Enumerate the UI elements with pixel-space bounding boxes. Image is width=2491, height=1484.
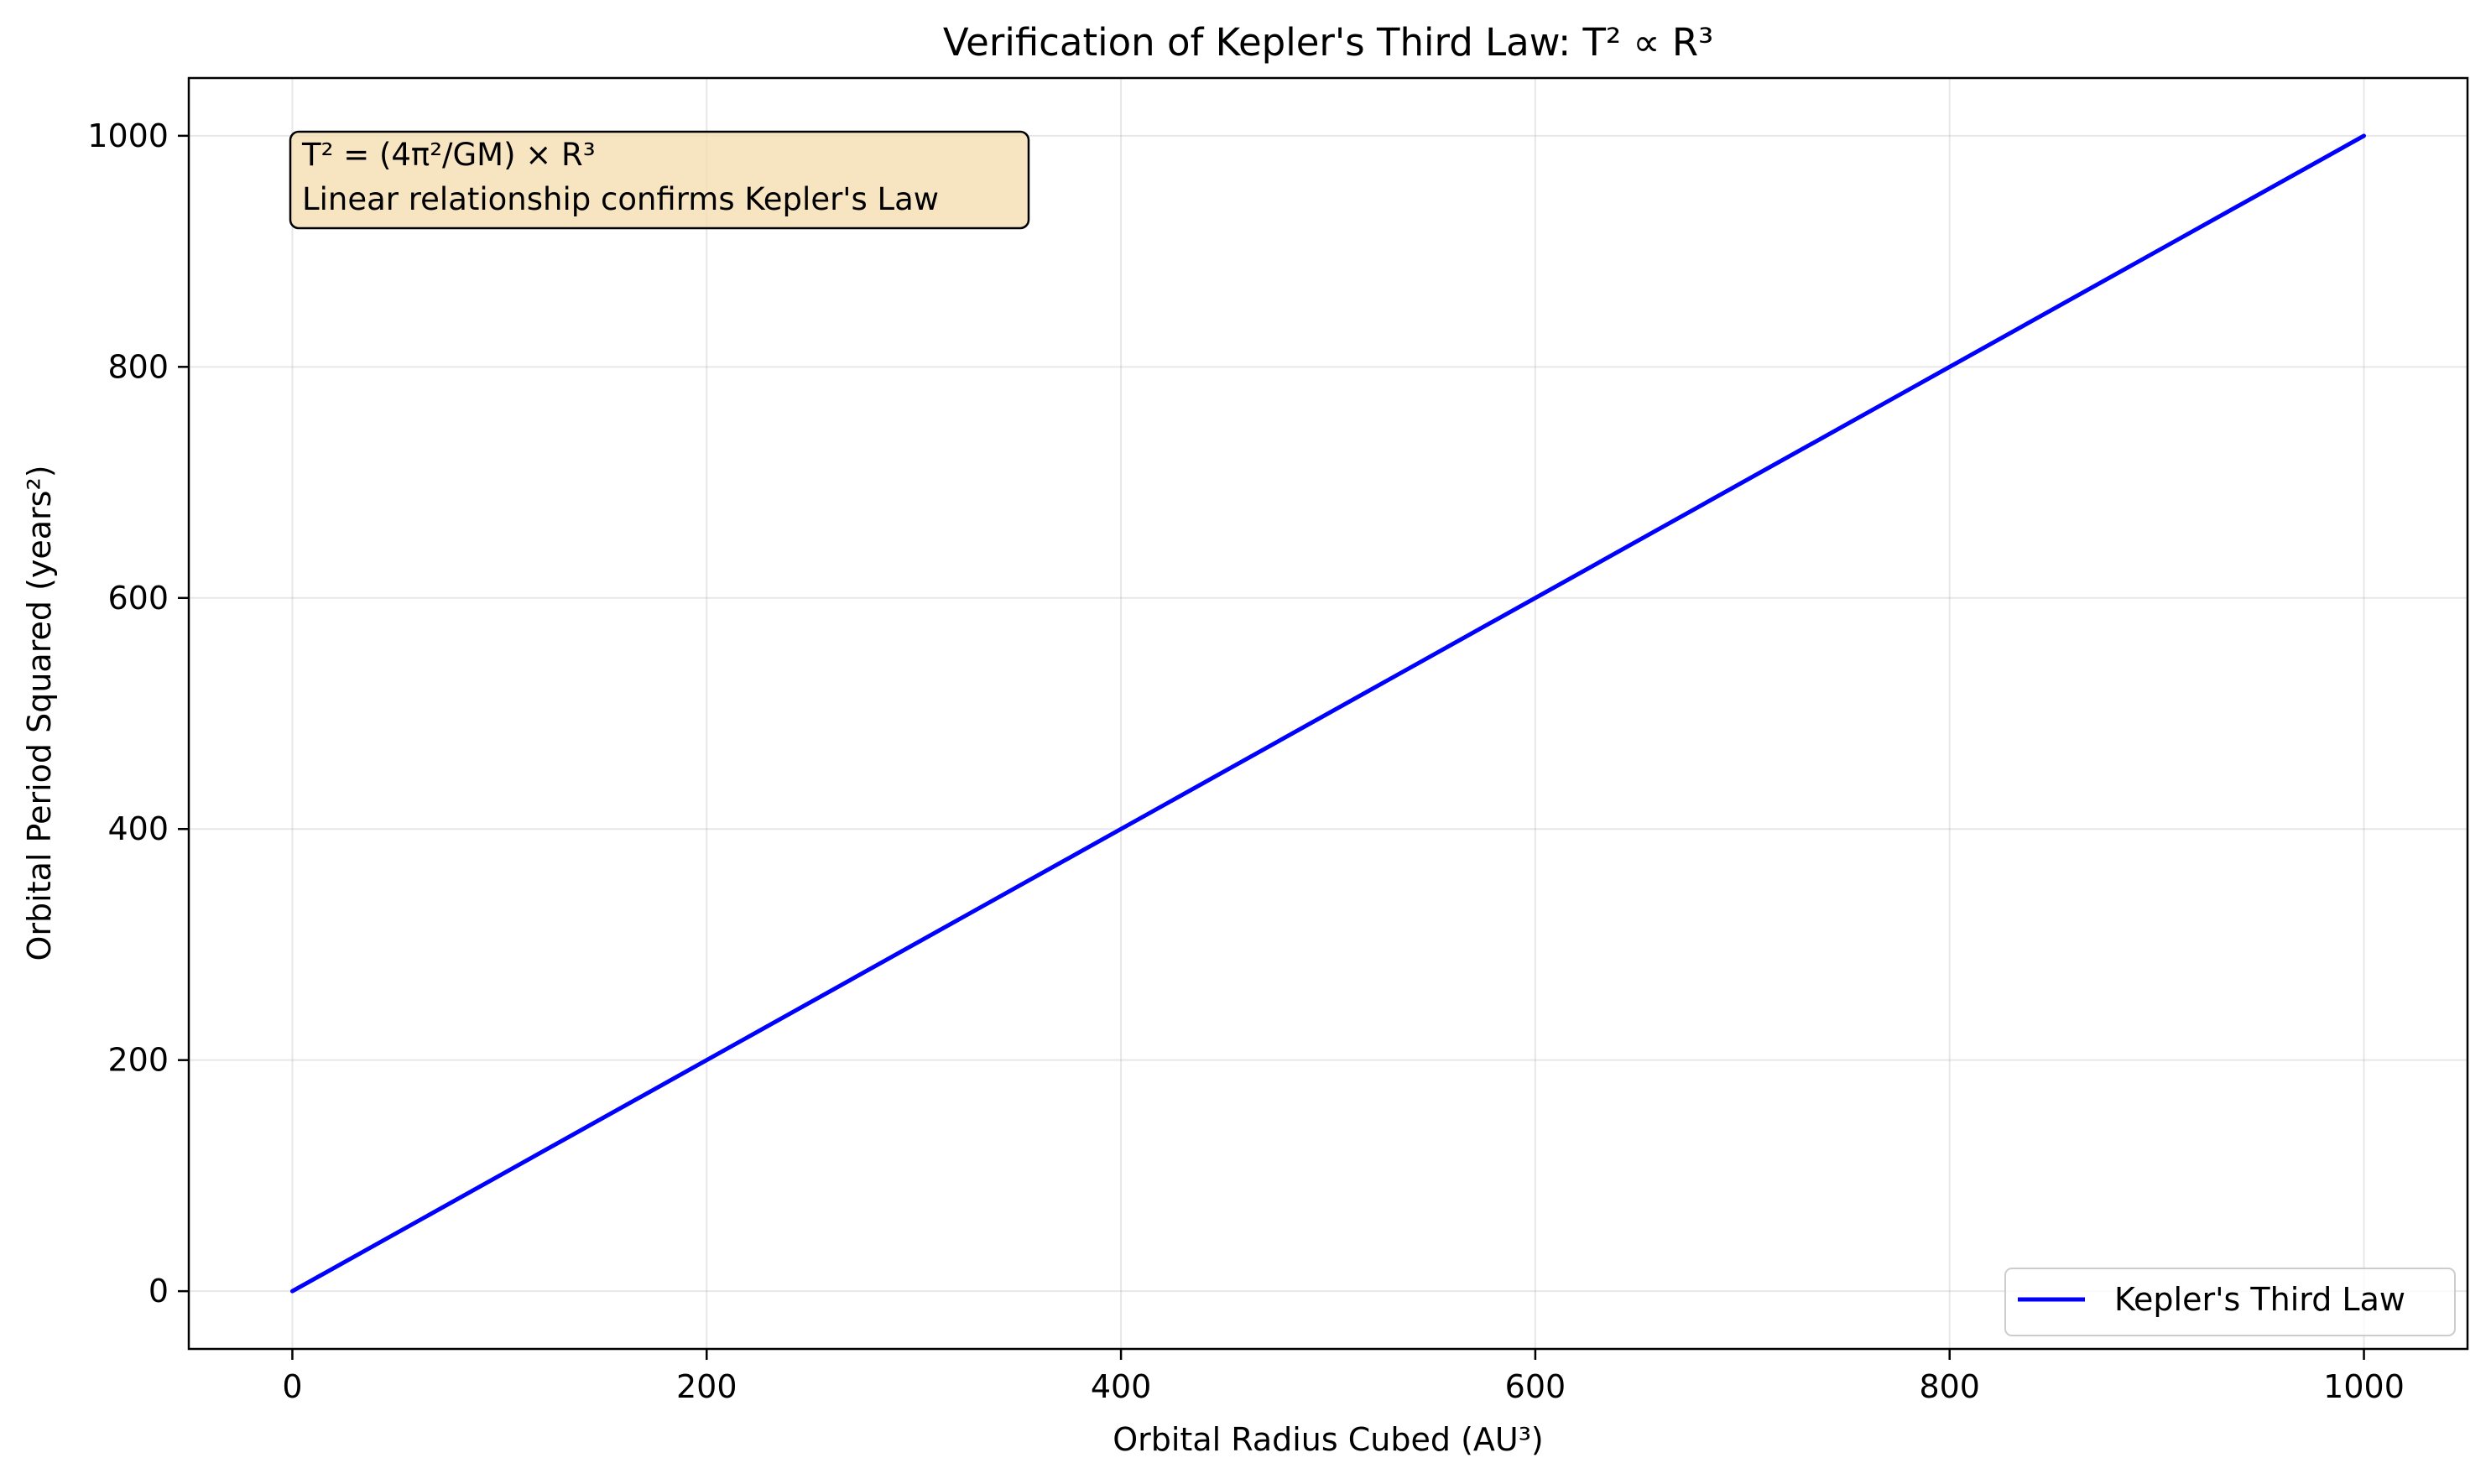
- plot-area-frame: [187, 76, 2469, 1351]
- legend-label-kepler: Kepler's Third Law: [2114, 1281, 2405, 1318]
- x-tick-label: 800: [1919, 1368, 1980, 1405]
- x-tick-label: 0: [282, 1368, 302, 1405]
- chart-title: Verification of Kepler's Third Law: T² ∝…: [943, 20, 1713, 65]
- y-tick-label: 200: [107, 1042, 169, 1079]
- annotation-background: [289, 130, 1030, 230]
- annotation-line-2: Linear relationship confirms Kepler's La…: [302, 181, 939, 217]
- x-tick-label: 200: [676, 1368, 737, 1405]
- series-layer: [290, 133, 2366, 1294]
- x-tick-label: 400: [1091, 1368, 1152, 1405]
- annotation-box: T² = (4π²/GM) × R³ Linear relationship c…: [289, 130, 1030, 230]
- y-tick-label: 0: [149, 1273, 169, 1310]
- y-tick-label: 400: [107, 810, 169, 847]
- legend-frame: [2004, 1268, 2456, 1336]
- y-axis-label: Orbital Period Squared (years²): [21, 465, 58, 961]
- y-tick-label: 1000: [87, 117, 169, 154]
- y-tick-label: 600: [107, 580, 169, 617]
- x-tick-label: 600: [1505, 1368, 1566, 1405]
- x-axis-label: Orbital Radius Cubed (AU³): [1113, 1421, 1544, 1458]
- y-tick-label: 800: [107, 348, 169, 385]
- series-line-kepler: [290, 133, 2366, 1294]
- ticks: 0 200 400 600 800 1000 0 200 400 600 800 1000: [87, 117, 2405, 1405]
- legend: Kepler's Third Law: [2004, 1268, 2456, 1336]
- x-tick-label: 1000: [2323, 1368, 2405, 1405]
- annotation-line-1: T² = (4π²/GM) × R³: [301, 137, 596, 173]
